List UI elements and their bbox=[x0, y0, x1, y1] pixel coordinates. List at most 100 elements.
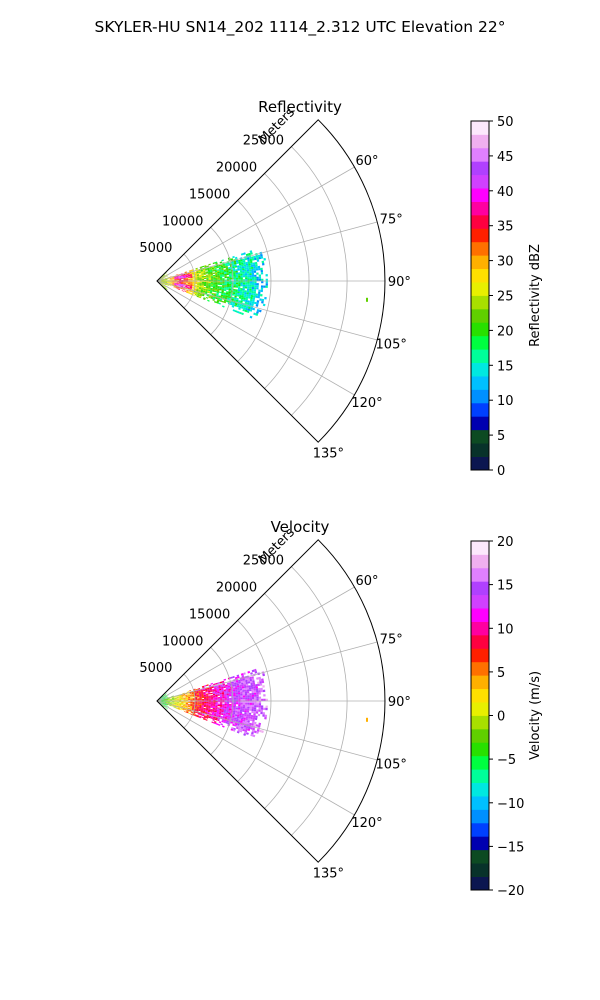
data-cell bbox=[242, 270, 245, 272]
data-cell bbox=[236, 717, 239, 721]
data-cell bbox=[249, 702, 252, 705]
data-cell bbox=[174, 283, 177, 285]
data-cell bbox=[228, 711, 231, 714]
data-cell bbox=[237, 291, 240, 294]
data-cell bbox=[223, 292, 226, 295]
data-cell bbox=[225, 267, 229, 270]
data-cell bbox=[247, 306, 251, 310]
data-cell bbox=[188, 282, 191, 284]
data-cell bbox=[191, 289, 194, 291]
data-cell bbox=[225, 712, 229, 715]
data-cell bbox=[187, 287, 190, 289]
data-cell bbox=[196, 286, 200, 288]
data-cell bbox=[242, 268, 245, 271]
data-cell bbox=[169, 705, 172, 706]
data-cell bbox=[251, 272, 255, 275]
data-cell bbox=[238, 727, 241, 730]
data-cell bbox=[212, 299, 215, 301]
data-cell bbox=[240, 695, 243, 698]
data-cell bbox=[199, 698, 202, 700]
data-cell bbox=[255, 293, 258, 296]
data-cell bbox=[191, 711, 194, 713]
data-cell bbox=[169, 278, 172, 279]
data-cell bbox=[225, 291, 229, 293]
data-cell bbox=[210, 708, 213, 711]
data-cell bbox=[206, 294, 209, 297]
data-cell bbox=[265, 274, 268, 277]
data-cell bbox=[197, 702, 200, 704]
data-cell bbox=[250, 727, 253, 730]
data-cell bbox=[256, 311, 259, 314]
data-cell bbox=[186, 291, 189, 294]
data-cell bbox=[197, 275, 200, 277]
data-cell bbox=[226, 705, 230, 707]
data-cell bbox=[203, 270, 206, 273]
colorbar-segment bbox=[471, 634, 489, 649]
data-cell bbox=[185, 705, 188, 707]
data-cell bbox=[189, 287, 193, 289]
data-cell bbox=[212, 285, 216, 288]
data-cell bbox=[240, 702, 243, 705]
data-cell bbox=[250, 716, 253, 720]
data-cell bbox=[198, 692, 202, 694]
data-cell bbox=[177, 288, 180, 290]
data-cell bbox=[197, 695, 200, 697]
colorbar-tick-label: 0 bbox=[497, 710, 505, 725]
data-cell bbox=[256, 703, 259, 706]
data-cell bbox=[191, 691, 194, 693]
data-cell bbox=[178, 697, 182, 699]
data-cell bbox=[210, 716, 214, 718]
data-cell bbox=[184, 272, 187, 274]
data-cell bbox=[212, 706, 216, 709]
data-cell bbox=[253, 730, 257, 734]
data-cell bbox=[244, 267, 247, 270]
radial-tick-label: 10000 bbox=[162, 214, 203, 229]
colorbar-segment bbox=[471, 876, 489, 891]
data-cell bbox=[185, 277, 189, 279]
data-cell bbox=[223, 299, 227, 302]
data-cell bbox=[240, 279, 243, 281]
data-cell bbox=[231, 718, 234, 721]
data-cell bbox=[257, 254, 261, 258]
data-cell bbox=[252, 264, 256, 267]
data-cell bbox=[183, 695, 186, 696]
azimuth-tick-label: 75° bbox=[380, 212, 403, 227]
data-cell bbox=[212, 692, 216, 694]
data-cell bbox=[201, 281, 205, 283]
data-cell bbox=[240, 288, 243, 290]
data-cell bbox=[234, 687, 238, 690]
data-cell bbox=[185, 696, 188, 698]
data-cell bbox=[235, 706, 239, 708]
data-cell bbox=[238, 694, 241, 696]
data-cell bbox=[167, 697, 170, 698]
data-cell bbox=[208, 707, 211, 709]
data-cell bbox=[182, 709, 185, 711]
data-cell bbox=[192, 285, 195, 287]
data-cell bbox=[240, 692, 243, 694]
data-cell bbox=[251, 285, 255, 288]
colorbar-segment bbox=[471, 349, 489, 364]
data-cell bbox=[253, 711, 256, 714]
data-cell bbox=[215, 283, 218, 285]
data-cell bbox=[248, 712, 252, 715]
data-cell bbox=[183, 279, 186, 280]
data-cell bbox=[251, 705, 255, 708]
data-cell bbox=[185, 695, 188, 697]
data-cell bbox=[258, 289, 261, 292]
data-cell bbox=[253, 255, 257, 259]
data-cell bbox=[233, 692, 236, 695]
data-cell bbox=[183, 699, 186, 701]
data-cell bbox=[235, 690, 238, 693]
data-cell bbox=[224, 698, 227, 700]
data-cell bbox=[188, 290, 192, 292]
data-field bbox=[157, 250, 268, 319]
data-cell bbox=[228, 287, 232, 289]
data-cell bbox=[189, 274, 193, 276]
data-cell bbox=[216, 292, 219, 295]
data-cell bbox=[219, 268, 222, 271]
data-cell bbox=[237, 267, 240, 270]
data-cell bbox=[238, 277, 241, 280]
colorbar-segment bbox=[471, 594, 489, 609]
data-cell bbox=[196, 274, 200, 276]
data-cell bbox=[169, 699, 173, 700]
